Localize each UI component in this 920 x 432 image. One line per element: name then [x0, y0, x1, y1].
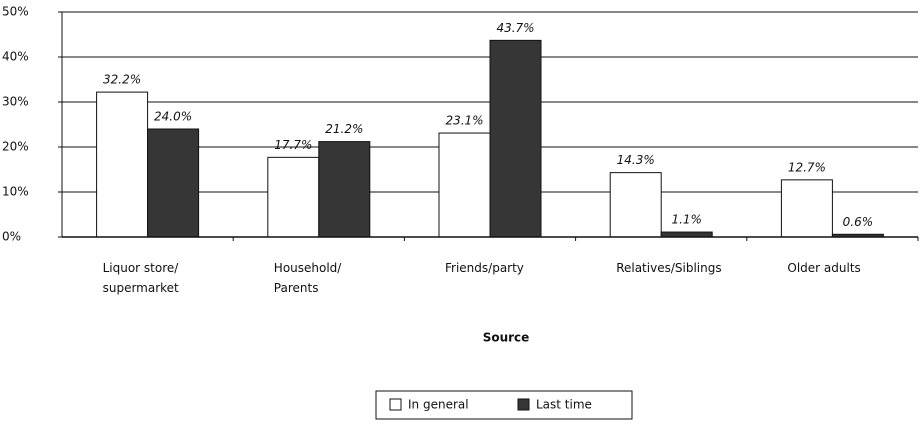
value-label: 32.2% [103, 73, 141, 87]
x-tick-label: Older adults [787, 261, 861, 275]
value-label: 12.7% [788, 160, 826, 174]
legend-swatch [389, 398, 402, 411]
y-tick-label: 30% [2, 95, 29, 109]
bar [147, 128, 200, 238]
bar [609, 172, 662, 238]
legend-label: Last time [536, 398, 592, 412]
value-label: 21.2% [325, 122, 363, 136]
bar [489, 39, 542, 238]
x-tick-label: Friends/party [445, 261, 524, 275]
legend-box [375, 390, 633, 420]
bar [780, 179, 833, 238]
x-axis-title: Source [483, 331, 530, 345]
value-label: 43.7% [496, 21, 534, 35]
bar [318, 141, 371, 238]
legend-label: In general [408, 398, 469, 412]
x-tick-label: Relatives/Siblings [616, 261, 722, 275]
y-tick-label: 50% [2, 5, 29, 19]
y-tick-label: 0% [2, 230, 21, 244]
legend-swatch [517, 398, 530, 411]
value-label: 24.0% [154, 110, 192, 124]
x-tick-label: Household/ Parents [273, 261, 342, 295]
value-label: 23.1% [445, 114, 483, 128]
bar [438, 132, 491, 238]
value-label: 14.3% [617, 153, 655, 167]
bar [96, 91, 149, 238]
y-tick-label: 10% [2, 185, 29, 199]
value-label: 1.1% [671, 213, 702, 227]
value-label: 0.6% [843, 215, 874, 229]
x-tick-label: Liquor store/ supermarket [102, 261, 179, 295]
y-tick-label: 20% [2, 140, 29, 154]
y-tick-label: 40% [2, 50, 29, 64]
bar [267, 156, 320, 238]
value-label: 17.7% [274, 138, 312, 152]
